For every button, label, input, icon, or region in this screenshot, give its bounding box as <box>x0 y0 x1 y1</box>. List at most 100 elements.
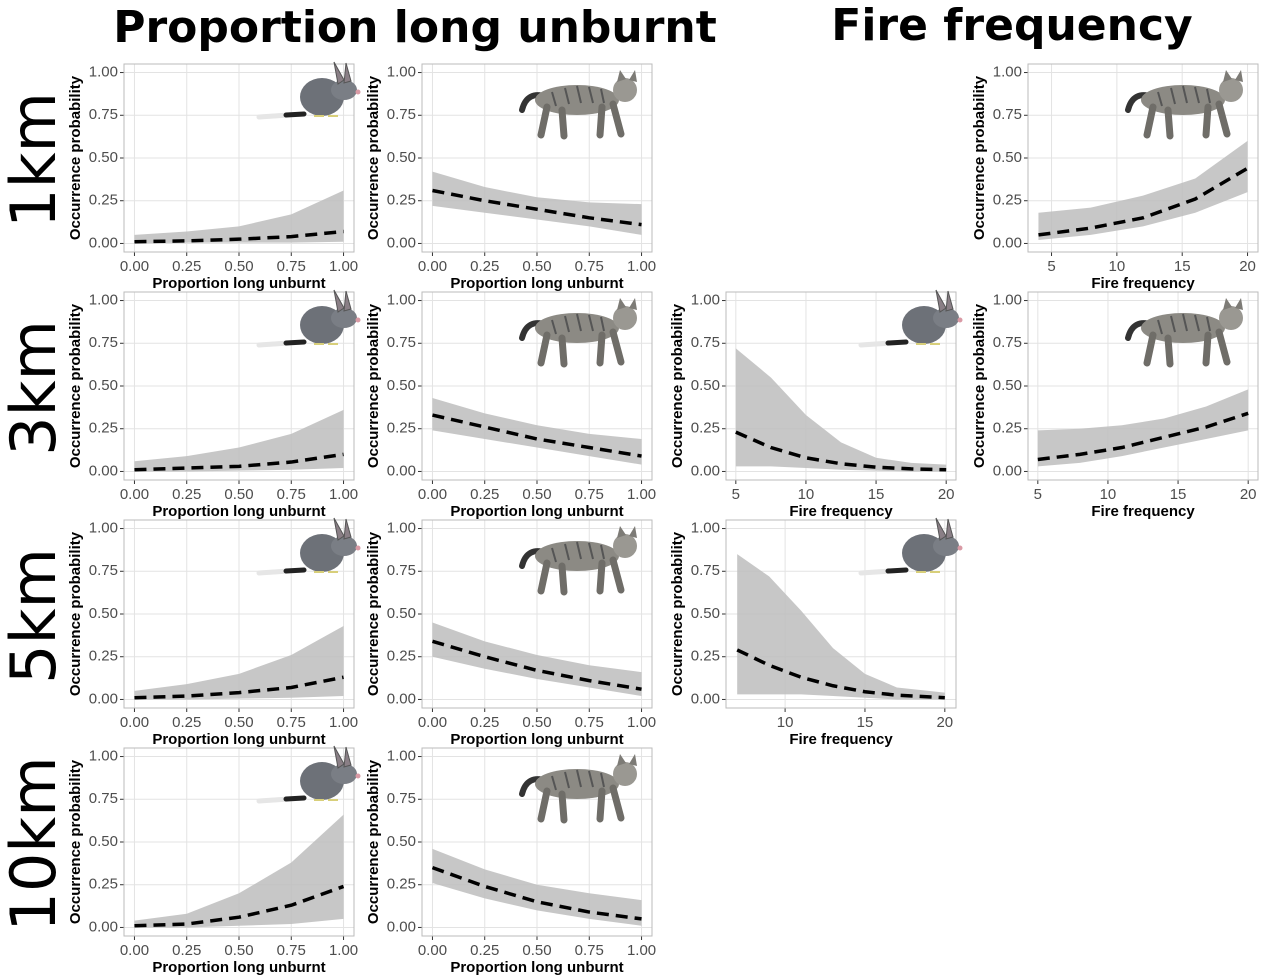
mean-line <box>736 648 945 700</box>
x-axis-label: Fire frequency <box>1091 503 1195 520</box>
y-tick-label: 1.00 <box>387 748 416 765</box>
cat-stripes <box>1157 85 1211 107</box>
y-axis-label: Occurrence probability <box>67 303 84 468</box>
bilby-head <box>331 308 357 328</box>
plot-border <box>725 519 957 709</box>
y-tick-label: 0.50 <box>89 377 118 394</box>
y-axis-label: Occurrence probability <box>67 75 84 240</box>
bilby-ears <box>333 61 352 85</box>
panel: 0.00 0.25 0.50 0.75 1.00 0.00 0.25 0.50 0.75 1.00… <box>365 63 656 292</box>
y-axis-label: Occurrence probability <box>971 75 988 240</box>
x-tick-label: 0.25 <box>470 942 499 959</box>
plot-border <box>123 747 355 937</box>
y-tick-label: 0.50 <box>89 605 118 622</box>
y-tick-label: 0.00 <box>89 234 118 251</box>
y-tick-label: 0.75 <box>89 106 118 123</box>
x-axis-label: Fire frequency <box>789 731 893 748</box>
bilby-ears <box>333 745 352 769</box>
plot-border <box>421 63 653 253</box>
y-tick-label: 0.50 <box>691 605 720 622</box>
x-tick-label: 0.75 <box>575 942 604 959</box>
x-axis-label: Proportion long unburnt <box>152 275 325 292</box>
y-axis-label: Occurrence probability <box>365 759 382 924</box>
plot-border <box>1027 291 1259 481</box>
x-axis-label: Proportion long unburnt <box>450 503 623 520</box>
y-tick-label: 0.00 <box>387 462 416 479</box>
panel: 0.00 0.25 0.50 0.75 1.00 0.00 0.25 0.50 0.75 1.00… <box>67 517 361 748</box>
panel: 0.00 0.25 0.50 0.75 1.00 0.00 0.25 0.50 0.75 1.00… <box>365 519 656 748</box>
y-tick-label: 0.75 <box>993 334 1022 351</box>
y-tick-label: 0.75 <box>387 106 416 123</box>
y-tick-label: 0.25 <box>89 192 118 209</box>
confidence-band <box>737 554 945 700</box>
y-tick-label: 0.50 <box>691 377 720 394</box>
cat-legs <box>537 100 625 140</box>
cat-legs <box>1143 100 1231 140</box>
x-tick-label: 20 <box>1239 258 1256 275</box>
x-axis-label: Proportion long unburnt <box>152 503 325 520</box>
confidence-band <box>134 409 344 472</box>
x-tick-label: 0.00 <box>120 258 149 275</box>
x-axis-label: Proportion long unburnt <box>450 959 623 976</box>
cat-stripes <box>551 313 605 335</box>
bilby-tail-dark <box>283 795 307 802</box>
x-tick-label: 10 <box>1100 486 1117 503</box>
x-tick-label: 5 <box>1034 486 1042 503</box>
y-tick-label: 0.75 <box>89 790 118 807</box>
cat-ears <box>617 298 637 310</box>
bilby-nose <box>355 89 361 95</box>
mean-line <box>134 229 344 244</box>
cat-head <box>613 306 637 330</box>
y-tick-label: 0.25 <box>89 876 118 893</box>
y-tick-label: 1.00 <box>89 748 118 765</box>
x-tick-label: 1.00 <box>329 714 358 731</box>
y-tick-label: 1.00 <box>89 64 118 81</box>
mean-line <box>431 639 642 691</box>
x-tick-label: 10 <box>1109 258 1126 275</box>
confidence-band <box>735 348 947 472</box>
y-tick-label: 0.00 <box>993 462 1022 479</box>
x-tick-label: 0.75 <box>277 942 306 959</box>
row-label: 3km <box>0 320 70 456</box>
x-tick-label: 1.00 <box>329 486 358 503</box>
y-tick-label: 0.50 <box>993 377 1022 394</box>
y-tick-label: 0.00 <box>387 690 416 707</box>
confidence-band <box>1037 389 1249 467</box>
plot-border <box>123 291 355 481</box>
y-tick-label: 1.00 <box>691 292 720 309</box>
y-tick-label: 1.00 <box>993 64 1022 81</box>
y-tick-label: 0.25 <box>993 192 1022 209</box>
y-tick-label: 1.00 <box>691 520 720 537</box>
y-tick-label: 0.75 <box>387 334 416 351</box>
x-tick-label: 20 <box>936 714 953 731</box>
y-tick-label: 1.00 <box>387 292 416 309</box>
x-tick-label: 15 <box>857 714 874 731</box>
cat-ears <box>617 754 637 766</box>
x-tick-label: 0.75 <box>575 714 604 731</box>
y-tick-label: 0.50 <box>387 149 416 166</box>
bilby-nose <box>957 317 963 323</box>
x-tick-label: 0.00 <box>120 942 149 959</box>
y-axis-label: Occurrence probability <box>67 531 84 696</box>
mean-line <box>1038 166 1249 237</box>
mean-line <box>432 413 642 458</box>
y-tick-label: 0.50 <box>993 149 1022 166</box>
cat-head <box>613 762 637 786</box>
cat-ears <box>617 526 637 538</box>
cat-body <box>1141 313 1225 343</box>
x-tick-label: 0.50 <box>522 258 551 275</box>
y-tick-label: 0.75 <box>993 106 1022 123</box>
y-axis-label: Occurrence probability <box>971 303 988 468</box>
x-tick-label: 1.00 <box>329 942 358 959</box>
y-axis-label: Occurrence probability <box>365 303 382 468</box>
y-tick-label: 0.75 <box>89 334 118 351</box>
panel: 0.00 0.25 0.50 0.75 1.00 0.00 0.25 0.50 0.75 1.00… <box>67 61 361 292</box>
confidence-band <box>432 848 642 926</box>
panel: 0.00 0.25 0.50 0.75 1.00 10 15 20 Fire frequency… <box>669 517 963 748</box>
x-tick-label: 0.75 <box>277 714 306 731</box>
bilby-nose <box>355 317 361 323</box>
y-tick-label: 0.25 <box>387 648 416 665</box>
mean-line <box>134 675 344 700</box>
confidence-band <box>134 814 344 928</box>
x-tick-label: 1.00 <box>627 942 656 959</box>
